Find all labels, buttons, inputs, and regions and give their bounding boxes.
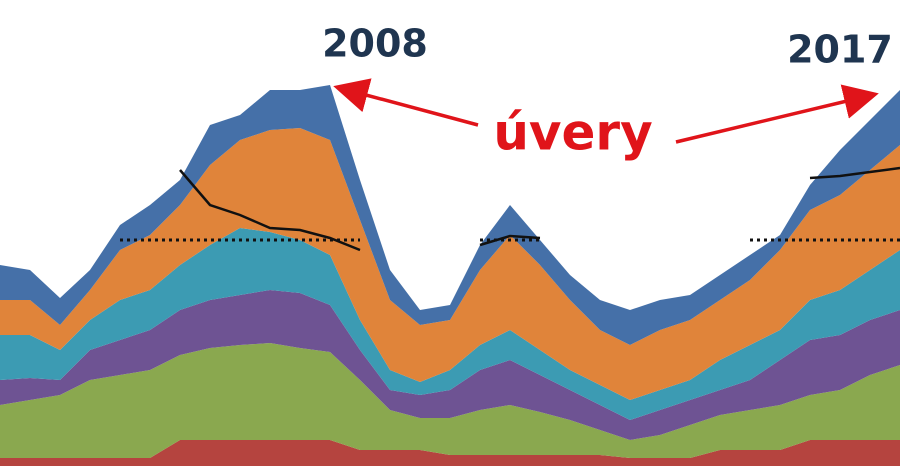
area	[0, 343, 900, 458]
area	[0, 290, 900, 440]
area	[0, 440, 900, 466]
arrow	[675, 84, 879, 144]
areas	[0, 85, 900, 466]
line	[179, 166, 900, 252]
area	[0, 228, 900, 420]
annotation: úvery	[493, 104, 652, 162]
annotation: 2008	[322, 22, 428, 66]
area	[0, 128, 900, 400]
arrow	[333, 78, 479, 127]
area	[0, 85, 900, 345]
annotation: 2017	[787, 28, 893, 72]
